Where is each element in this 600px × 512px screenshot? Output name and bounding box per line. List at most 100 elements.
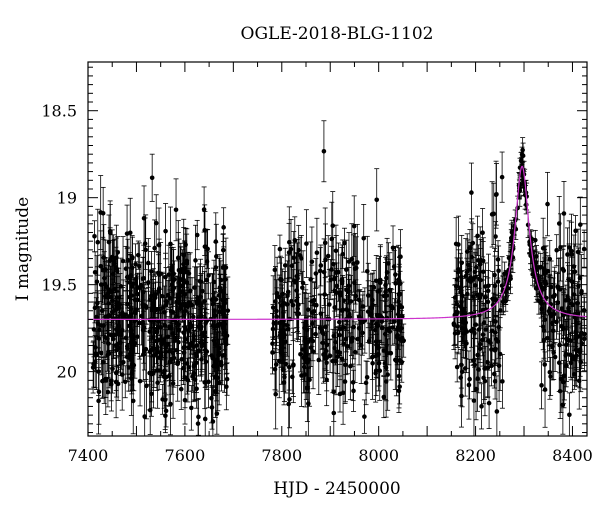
data-point [492, 272, 497, 278]
data-point [302, 325, 307, 331]
data-point [224, 376, 230, 382]
data-point [92, 359, 98, 364]
data-point [276, 358, 282, 364]
data-point [337, 326, 343, 332]
data-point [212, 374, 218, 380]
data-point [107, 230, 113, 236]
data-point [489, 328, 495, 334]
data-point [300, 285, 305, 290]
data-point [491, 318, 497, 324]
data-point [382, 331, 388, 337]
data-point [306, 357, 311, 363]
data-point [317, 268, 323, 274]
data-point [313, 331, 318, 337]
data-point [376, 360, 382, 366]
data-point [163, 228, 168, 234]
data-point [310, 349, 316, 354]
data-point [120, 258, 126, 264]
data-point [374, 321, 379, 327]
data-point [343, 362, 348, 368]
data-point [126, 323, 132, 329]
data-point [151, 370, 156, 375]
data-point [342, 379, 348, 384]
data-point [568, 352, 573, 358]
data-point [396, 373, 402, 379]
data-point [217, 285, 223, 290]
data-point [186, 302, 192, 308]
data-point [561, 326, 566, 331]
data-point [473, 265, 479, 270]
data-point [149, 175, 155, 181]
data-point [566, 337, 571, 343]
data-point [569, 252, 574, 257]
data-point [211, 338, 217, 344]
data-point [383, 379, 389, 384]
data-point [333, 339, 338, 345]
data-point [466, 382, 472, 388]
data-point [486, 400, 492, 406]
data-point [480, 337, 485, 343]
data-point [286, 239, 292, 245]
data-point [291, 363, 296, 368]
data-point [163, 299, 169, 304]
data-point [393, 281, 398, 286]
data-point [193, 258, 198, 263]
data-point [160, 293, 165, 299]
x-tick-label: 8400 [552, 446, 593, 465]
data-point [581, 336, 587, 342]
data-point [191, 371, 197, 376]
data-point [505, 286, 511, 291]
data-point [320, 340, 326, 346]
data-point [118, 330, 124, 335]
data-point [165, 341, 171, 347]
data-point [176, 327, 181, 333]
data-point [118, 340, 123, 346]
data-point [492, 371, 497, 377]
data-point [204, 259, 210, 264]
data-point [169, 356, 175, 362]
data-point [538, 300, 544, 306]
data-point [192, 285, 197, 290]
data-point [372, 327, 378, 333]
data-point [539, 383, 544, 388]
data-point [564, 342, 569, 348]
data-point [453, 284, 459, 289]
data-point [551, 350, 556, 355]
x-tick-label: 7400 [68, 446, 109, 465]
data-point [329, 236, 335, 242]
data-point [114, 326, 119, 332]
data-point [178, 302, 184, 308]
data-point [481, 375, 486, 381]
data-point [182, 308, 188, 314]
data-point [92, 233, 97, 239]
data-point [327, 353, 333, 359]
data-point [454, 364, 460, 370]
data-point [465, 262, 471, 268]
data-point [542, 362, 548, 367]
data-point [99, 308, 105, 314]
data-point [100, 359, 106, 365]
data-point [130, 255, 135, 260]
data-point [98, 323, 104, 328]
data-point [397, 384, 402, 389]
data-point [324, 360, 329, 366]
data-point [101, 255, 107, 260]
data-point [148, 347, 154, 353]
data-point [319, 328, 325, 334]
data-point [547, 369, 553, 375]
data-point [556, 360, 562, 366]
data-point [462, 311, 468, 316]
data-point [577, 275, 583, 281]
data-point [573, 333, 579, 339]
data-point [149, 269, 154, 274]
data-point [123, 335, 129, 341]
data-point [272, 366, 278, 372]
data-point [308, 345, 314, 350]
data-point [202, 299, 207, 304]
data-point [114, 295, 120, 300]
data-point [221, 225, 226, 230]
data-point [363, 380, 369, 386]
data-point [122, 379, 128, 385]
data-point [173, 207, 179, 213]
